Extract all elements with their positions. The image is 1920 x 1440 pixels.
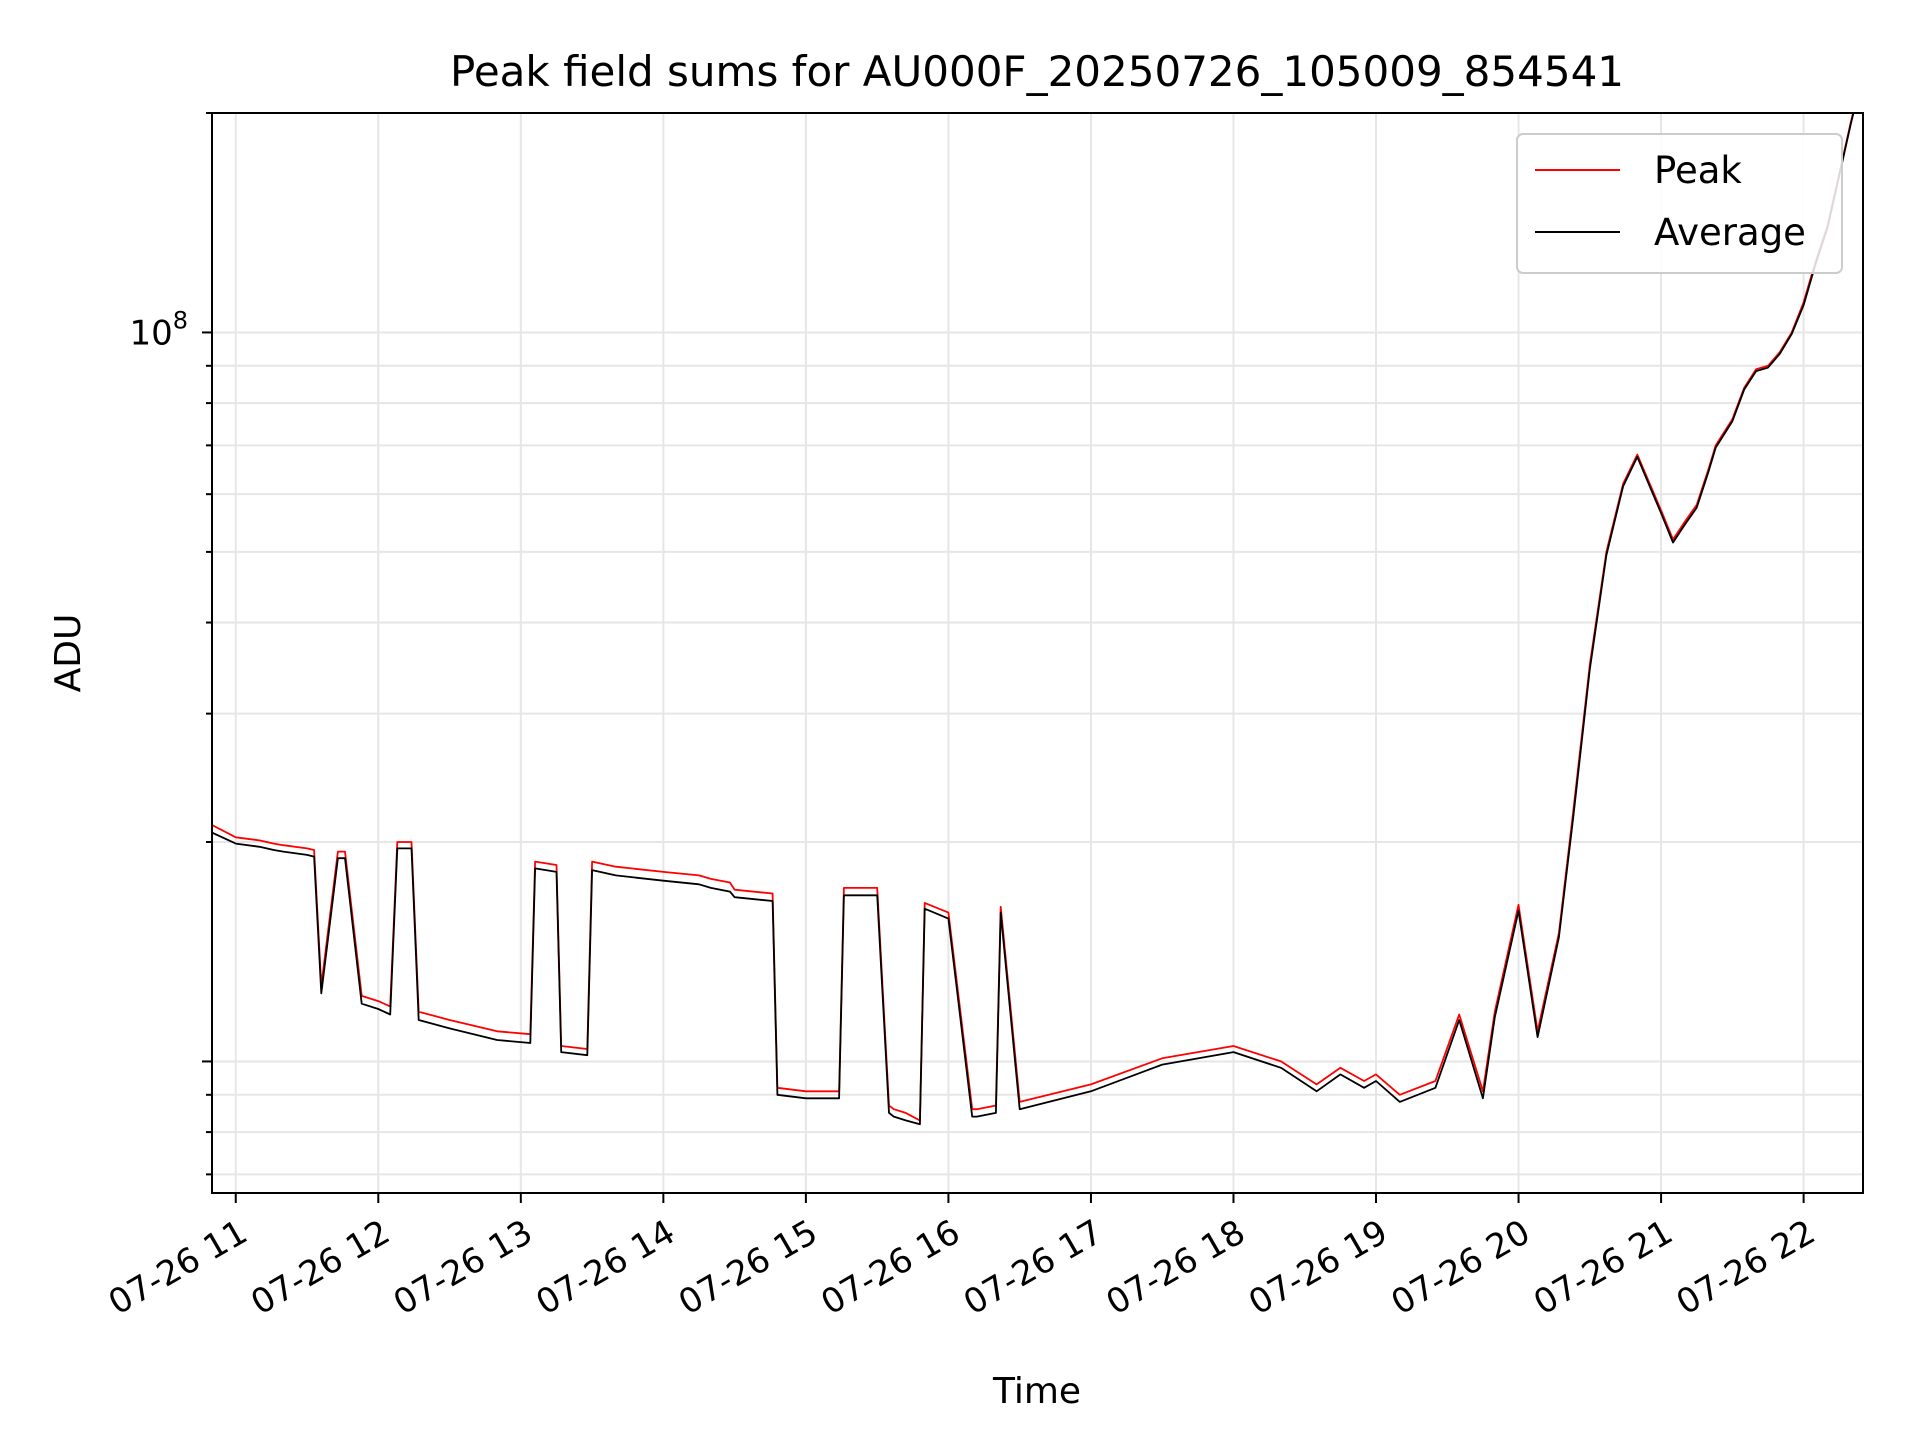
series-layer (212, 113, 1855, 1126)
x-axis-label: Time (992, 1371, 1081, 1412)
y-tick-label-exponent: 8 (173, 306, 188, 334)
y-tick-label-base: 10 (129, 313, 172, 353)
legend-label-average: Average (1654, 211, 1806, 254)
plot-frame (211, 112, 1864, 1194)
y-axis-label: ADU (48, 614, 89, 693)
legend-box (1516, 133, 1843, 274)
chart-title: Peak field sums for AU000F_20250726_1050… (450, 47, 1624, 96)
y-tick-label: 108 (129, 306, 188, 353)
grid-layer (212, 112, 1863, 1193)
legend-label-peak: Peak (1654, 149, 1742, 192)
legend: Peak Average (1516, 133, 1843, 274)
series-line-average (212, 113, 1855, 1126)
